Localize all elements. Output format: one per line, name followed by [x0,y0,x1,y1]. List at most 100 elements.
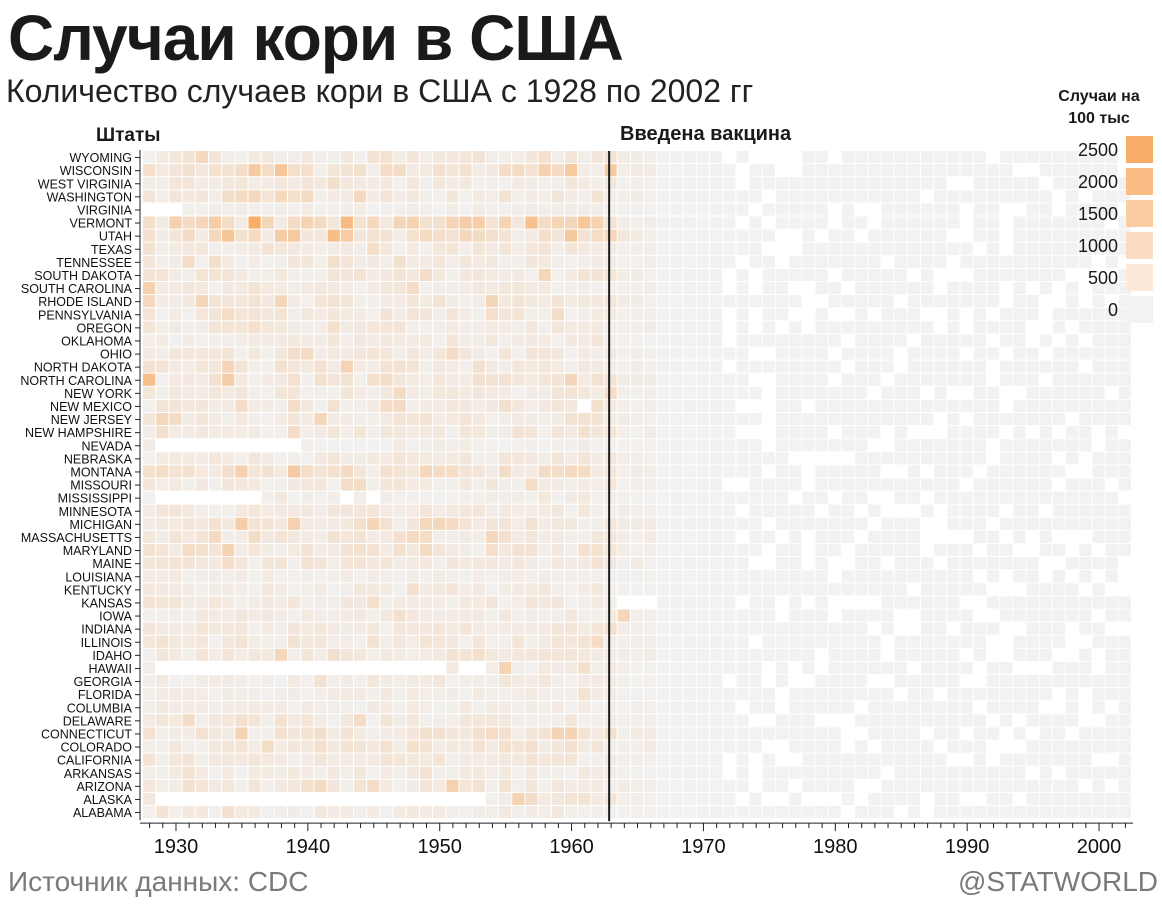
heatmap-cell [156,229,169,242]
heatmap-cell [1092,203,1105,216]
heatmap-cell [472,308,485,321]
heatmap-cell [499,229,512,242]
heatmap-cell [683,347,696,360]
heatmap-cell [1092,347,1105,360]
heatmap-cell [868,426,881,439]
heatmap-cell [894,334,907,347]
heatmap-cell [868,164,881,177]
heatmap-cell [499,413,512,426]
heatmap-cell [182,661,195,674]
heatmap-cell [1013,491,1026,504]
heatmap-cell [828,714,841,727]
heatmap-cell [683,622,696,635]
heatmap-cell [1026,413,1039,426]
heatmap-cell [288,661,301,674]
heatmap-cell [472,557,485,570]
heatmap-cell [222,701,235,714]
heatmap-cell [710,544,723,557]
heatmap-cell [828,530,841,543]
heatmap-cell [222,439,235,452]
heatmap-cell [274,151,288,164]
heatmap-cell [802,151,815,164]
heatmap-cell [1039,648,1052,661]
heatmap-cell [485,308,499,321]
heatmap-cell [288,753,301,766]
heatmap-cell [274,779,288,792]
heatmap-cell [261,334,274,347]
heatmap-cell [868,583,881,596]
heatmap-cell [222,766,235,779]
heatmap-cell [525,334,538,347]
heatmap-cell [696,557,710,570]
heatmap-cell [195,177,208,190]
heatmap-cell [696,648,710,661]
heatmap-cell [288,373,301,386]
heatmap-cell [235,268,248,281]
heatmap-cell [459,465,472,478]
heatmap-cell [1039,753,1052,766]
heatmap-cell [1118,413,1131,426]
heatmap-cell [248,596,261,609]
heatmap-cell [802,203,815,216]
heatmap-cell [578,360,591,373]
heatmap-cell [380,766,393,779]
heatmap-cell [921,701,934,714]
heatmap-cell [1039,399,1052,412]
heatmap-cell [235,504,248,517]
heatmap-cell [222,399,235,412]
heatmap-cell [828,570,841,583]
heatmap-cell [525,439,538,452]
heatmap-cell [1079,413,1092,426]
heatmap-cell [327,399,340,412]
heatmap-cell [459,675,472,688]
heatmap-cell [1079,399,1092,412]
heatmap-cell [1039,413,1052,426]
heatmap-cell [367,740,380,753]
heatmap-cell [195,334,208,347]
heatmap-cell [578,661,591,674]
heatmap-cell [499,360,512,373]
heatmap-cell [1013,151,1026,164]
heatmap-cell [419,399,433,412]
heatmap-cell [195,675,208,688]
heatmap-cell [1013,347,1026,360]
heatmap-cell [327,701,340,714]
heatmap-cell [169,268,182,281]
heatmap-cell [921,452,934,465]
heatmap-cell [433,701,446,714]
heatmap-cell [314,792,327,805]
heatmap-cell [406,570,419,583]
heatmap-cell [894,792,907,805]
heatmap-cell [485,360,499,373]
heatmap-cell [1013,688,1026,701]
heatmap-cell [314,688,327,701]
heatmap-cell [736,530,749,543]
heatmap-cell [182,439,195,452]
heatmap-cell [406,360,419,373]
heatmap-cell [433,504,446,517]
heatmap-cell [723,517,736,530]
heatmap-cell [419,347,433,360]
heatmap-cell [1105,282,1118,295]
heatmap-cell [1092,268,1105,281]
heatmap-cell [934,792,947,805]
heatmap-cell [406,806,419,819]
heatmap-cell [828,386,841,399]
heatmap-cell [274,177,288,190]
state-label: ALASKA [83,793,132,807]
heatmap-cell [499,661,512,674]
heatmap-cell [762,478,775,491]
heatmap-cell [881,806,894,819]
heatmap-cell [1039,544,1052,557]
heatmap-cell [169,413,182,426]
heatmap-cell [499,779,512,792]
heatmap-cell [499,688,512,701]
heatmap-cell [841,517,855,530]
heatmap-cell [657,229,670,242]
heatmap-cell [986,255,1000,268]
heatmap-cell [657,570,670,583]
heatmap-cell [1118,386,1131,399]
heatmap-cell [406,151,419,164]
heatmap-cell [617,714,630,727]
heatmap-cell [156,753,169,766]
